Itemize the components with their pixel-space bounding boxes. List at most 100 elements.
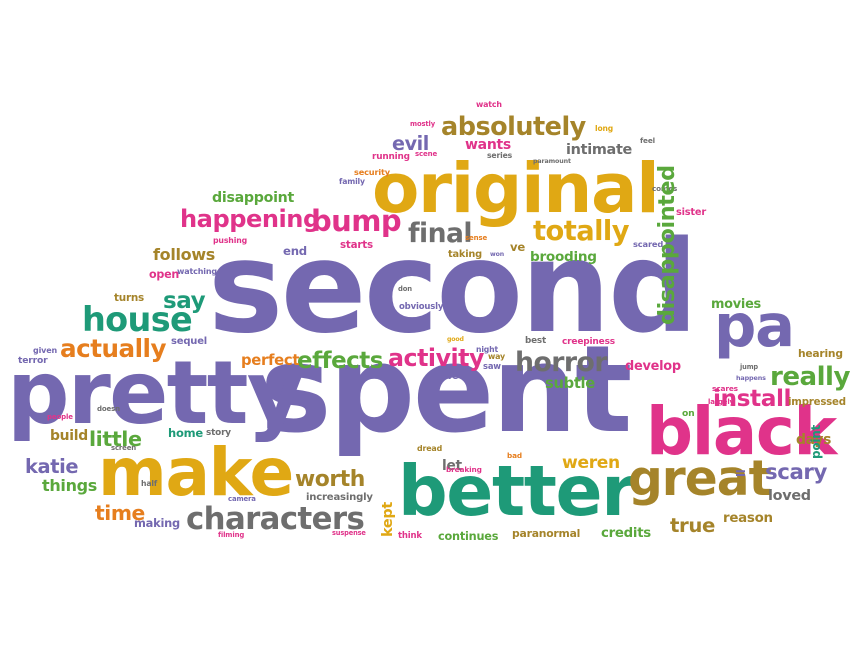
word-scares: scares bbox=[712, 384, 738, 393]
word-pa: pa bbox=[714, 291, 795, 360]
word-activity: activity bbox=[388, 344, 485, 372]
word-don: don bbox=[398, 285, 412, 293]
word-won: won bbox=[490, 251, 505, 258]
word-turns: turns bbox=[114, 292, 145, 304]
word-pretty: pretty bbox=[7, 342, 304, 444]
word-little: little bbox=[89, 427, 142, 451]
word-perfect: perfect bbox=[241, 352, 300, 369]
word-people: people bbox=[47, 413, 73, 421]
word-bump: bump bbox=[311, 204, 402, 238]
word-open: open bbox=[149, 268, 180, 281]
word-develop: develop bbox=[625, 359, 681, 374]
word-evil: evil bbox=[392, 132, 429, 155]
word-worth: worth bbox=[295, 467, 365, 492]
word-pushing: pushing bbox=[213, 236, 248, 245]
word-scary: scary bbox=[765, 460, 827, 485]
word-starts: starts bbox=[340, 239, 373, 251]
word-original: original bbox=[372, 149, 660, 229]
word-loved: loved bbox=[768, 488, 811, 504]
word-things: things bbox=[42, 476, 97, 495]
word-horror: horror bbox=[515, 347, 607, 378]
word-scene: scene bbox=[415, 150, 438, 158]
word-brooding: brooding bbox=[530, 249, 597, 265]
word-spent: spent bbox=[260, 320, 632, 460]
word-filming: filming bbox=[218, 531, 245, 539]
word-taking: taking bbox=[448, 249, 482, 260]
word-make: make bbox=[98, 434, 294, 511]
word-bad: bad bbox=[507, 451, 522, 460]
word-watching: watching bbox=[177, 267, 217, 276]
word-terror: terror bbox=[18, 355, 48, 366]
word-creepiness: creepiness bbox=[562, 337, 615, 347]
word-weren: weren bbox=[562, 453, 620, 473]
word-half: half bbox=[141, 479, 158, 488]
word-credits: credits bbox=[601, 526, 651, 541]
word-disappoint: disappoint bbox=[212, 190, 295, 206]
word-given: given bbox=[33, 346, 58, 355]
word-great: great bbox=[628, 451, 772, 507]
word-security: security bbox=[354, 167, 390, 177]
word-paranormal: paranormal bbox=[512, 527, 581, 540]
word-paramount: paramount bbox=[533, 158, 571, 165]
word-home: home bbox=[168, 426, 203, 440]
word-long: long bbox=[595, 124, 614, 133]
word-disappointed: disappointed bbox=[654, 165, 680, 325]
word-say: say bbox=[163, 288, 206, 314]
word-ve: ve bbox=[510, 240, 525, 254]
word-increasingly: increasingly bbox=[306, 492, 373, 503]
word-family: family bbox=[339, 177, 365, 186]
word-sequel: sequel bbox=[171, 336, 208, 347]
word-ll: ll bbox=[734, 469, 748, 477]
word-comes: comes bbox=[652, 184, 678, 193]
word-continues: continues bbox=[438, 530, 499, 543]
word-intimate: intimate bbox=[566, 142, 633, 158]
word-katie: katie bbox=[25, 455, 79, 478]
word-black: black bbox=[646, 394, 837, 470]
word-happens: happens bbox=[736, 374, 766, 382]
word-night: night bbox=[476, 345, 498, 354]
word-sense: sense bbox=[465, 234, 488, 242]
word-on: on bbox=[682, 408, 695, 419]
word-movies: movies bbox=[711, 297, 761, 312]
word-time: time bbox=[95, 501, 145, 525]
word-love: love bbox=[438, 372, 459, 382]
word-mostly: mostly bbox=[410, 120, 435, 128]
word-watch: watch bbox=[476, 100, 502, 109]
word-better: better bbox=[398, 452, 635, 532]
word-best: best bbox=[525, 336, 547, 346]
word-hearing: hearing bbox=[798, 347, 843, 360]
word-feel: feel bbox=[640, 136, 655, 145]
word-screen: screen bbox=[111, 444, 137, 452]
word-totally: totally bbox=[533, 216, 630, 247]
word-breaking: breaking bbox=[446, 465, 482, 474]
word-think: think bbox=[398, 531, 422, 541]
word-making: making bbox=[134, 516, 180, 530]
word-sister: sister bbox=[676, 207, 707, 218]
word-days: days bbox=[796, 432, 832, 448]
word-install: install bbox=[713, 385, 792, 412]
word-reason: reason bbox=[723, 511, 773, 526]
word-good: good bbox=[447, 336, 464, 343]
word-point: point bbox=[809, 424, 823, 459]
word-dread: dread bbox=[417, 444, 443, 453]
word-suspense: suspense bbox=[332, 529, 366, 537]
word-really: really bbox=[770, 362, 850, 392]
word-let: let bbox=[442, 458, 462, 474]
word-second: second bbox=[208, 214, 699, 361]
word-series: series bbox=[487, 151, 513, 160]
word-impressed: impressed bbox=[788, 397, 846, 408]
word-actually: actually bbox=[60, 334, 166, 363]
word-obviously: obviously bbox=[399, 302, 444, 312]
word-build: build bbox=[50, 428, 88, 444]
word-kept: kept bbox=[380, 502, 396, 537]
word-jump: jump bbox=[740, 363, 759, 371]
word-saw: saw bbox=[483, 361, 501, 371]
word-final: final bbox=[408, 218, 473, 249]
word-wants: wants bbox=[465, 137, 511, 153]
word-true: true bbox=[670, 514, 715, 537]
word-camera: camera bbox=[228, 495, 256, 503]
word-running: running bbox=[372, 152, 410, 162]
word-subtle: subtle bbox=[545, 375, 595, 392]
word-end: end bbox=[283, 244, 307, 258]
